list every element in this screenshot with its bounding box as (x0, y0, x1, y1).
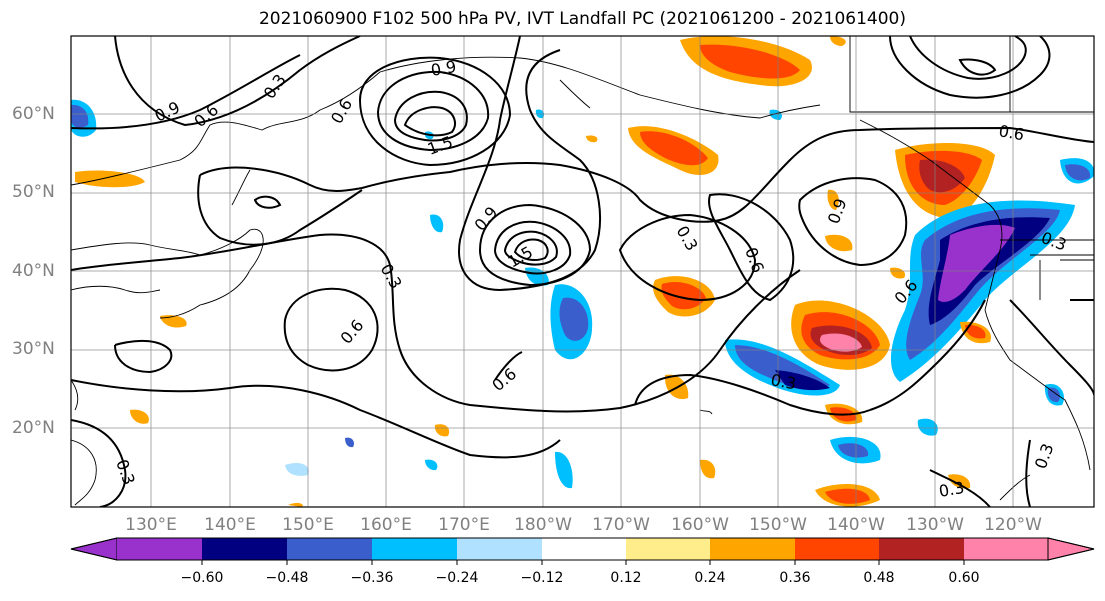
lat-label-40n: 40°N (12, 261, 55, 281)
pv-contours (71, 36, 1094, 507)
colorbar-bin (372, 538, 457, 560)
contour-label: 0.3 (1031, 441, 1058, 471)
contour-label: 0.3 (937, 478, 965, 501)
contour-label: 0.3 (112, 457, 139, 487)
colorbar-tick-label: 0.36 (779, 570, 811, 586)
contour-label: 0.6 (337, 316, 368, 348)
lon-label: 150°W (749, 515, 807, 535)
lon-label: 140°W (827, 515, 885, 535)
colorbar-tick-label: 0.48 (863, 570, 895, 586)
lon-label: 170°W (592, 515, 650, 535)
map-title: 2021060900 F102 500 hPa PV, IVT Landfall… (258, 9, 906, 29)
colorbar-bin (287, 538, 372, 560)
contour-label: 0.3 (769, 370, 797, 393)
colorbar-bin (879, 538, 964, 560)
colorbar-max-extend (1047, 537, 1095, 561)
lon-label: 130°E (125, 515, 177, 535)
colorbar-tick-label: 0.12 (610, 570, 642, 586)
colorbar-min-extend (70, 537, 118, 561)
colorbar-bin (457, 538, 542, 560)
lat-label-20n: 20°N (12, 418, 55, 438)
colorbar-tick-label: 0.60 (948, 570, 980, 586)
lon-label: 160°W (671, 515, 729, 535)
coastlines (71, 36, 1094, 506)
contour-label: 0.9 (824, 196, 851, 226)
lat-label-50n: 50°N (12, 182, 55, 202)
colorbar-bin (626, 538, 710, 560)
colorbar-tick-label: 0.24 (694, 570, 726, 586)
lon-label: 130°W (906, 515, 964, 535)
contour-label: 0.9 (471, 203, 502, 235)
colorbar (70, 537, 1095, 565)
lat-label-60n: 60°N (12, 104, 55, 124)
contour-label: 0.6 (997, 121, 1025, 144)
colorbar-bin (710, 538, 795, 560)
contour-label: 0.6 (327, 95, 356, 127)
colorbar-tick-label: −0.12 (520, 570, 564, 586)
contour-label: 0.6 (190, 100, 222, 131)
colorbar-bin (202, 538, 287, 560)
colorbar-bin (117, 538, 202, 560)
colorbar-bin (964, 538, 1048, 560)
pc-shading (71, 36, 1094, 507)
contour-label: 0.6 (488, 364, 520, 395)
contour-label: 0.9 (152, 98, 183, 126)
lon-label: 170°E (438, 515, 490, 535)
lon-label: 150°E (282, 515, 334, 535)
contour-label: 0.3 (673, 223, 702, 255)
colorbar-tick-label: −0.24 (435, 570, 479, 586)
contour-label: 0.9 (429, 57, 457, 80)
colorbar-bin (542, 538, 626, 560)
colorbar-tick-label: −0.48 (265, 570, 309, 586)
lon-label: 160°E (360, 515, 412, 535)
colorbar-tick-label: −0.36 (350, 570, 394, 586)
map-frame (70, 35, 1095, 508)
colorbar-bin (795, 538, 879, 560)
lon-label: 140°E (204, 515, 256, 535)
lon-label: 120°W (984, 515, 1042, 535)
lon-label: 180°W (514, 515, 572, 535)
contour-label: 0.3 (1039, 228, 1069, 255)
lat-label-30n: 30°N (12, 339, 55, 359)
contour-label: 0.3 (377, 261, 406, 293)
colorbar-tick-label: −0.60 (180, 570, 224, 586)
